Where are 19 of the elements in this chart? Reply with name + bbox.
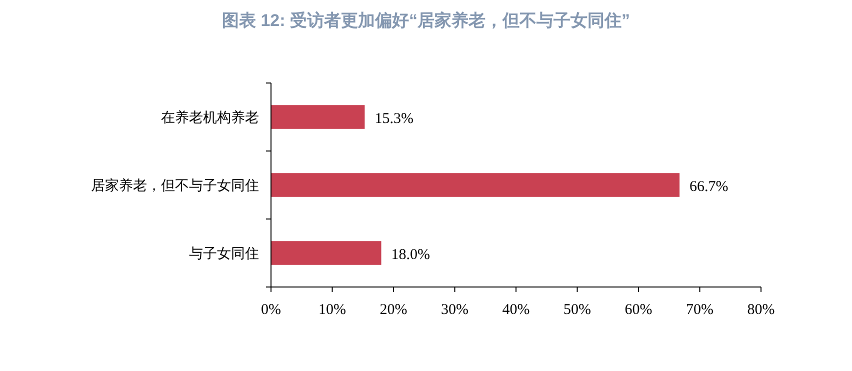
x-tick-label: 0% xyxy=(261,302,281,318)
data-label: 66.7% xyxy=(690,179,728,195)
data-label: 15.3% xyxy=(374,111,414,127)
data-label: 18.0% xyxy=(391,247,430,263)
y-tick-label: 与子女同住 xyxy=(189,246,259,262)
bar xyxy=(271,173,680,197)
x-tick-label: 30% xyxy=(441,302,468,318)
x-tick-label: 70% xyxy=(686,302,714,318)
x-tick-label: 10% xyxy=(318,302,346,318)
chart-title: 图表 12: 受访者更加偏好“居家养老，但不与子女同住” xyxy=(222,11,630,30)
bar xyxy=(271,241,382,265)
y-tick-label: 居家养老，但不与子女同住 xyxy=(91,178,259,194)
x-tick-label: 20% xyxy=(380,302,408,318)
y-tick-label: 在养老机构养老 xyxy=(161,110,259,126)
x-tick-label: 40% xyxy=(502,302,530,318)
x-tick-label: 80% xyxy=(747,302,775,318)
bar xyxy=(271,105,365,129)
x-tick-label: 50% xyxy=(564,302,591,318)
x-tick-label: 60% xyxy=(624,302,652,318)
